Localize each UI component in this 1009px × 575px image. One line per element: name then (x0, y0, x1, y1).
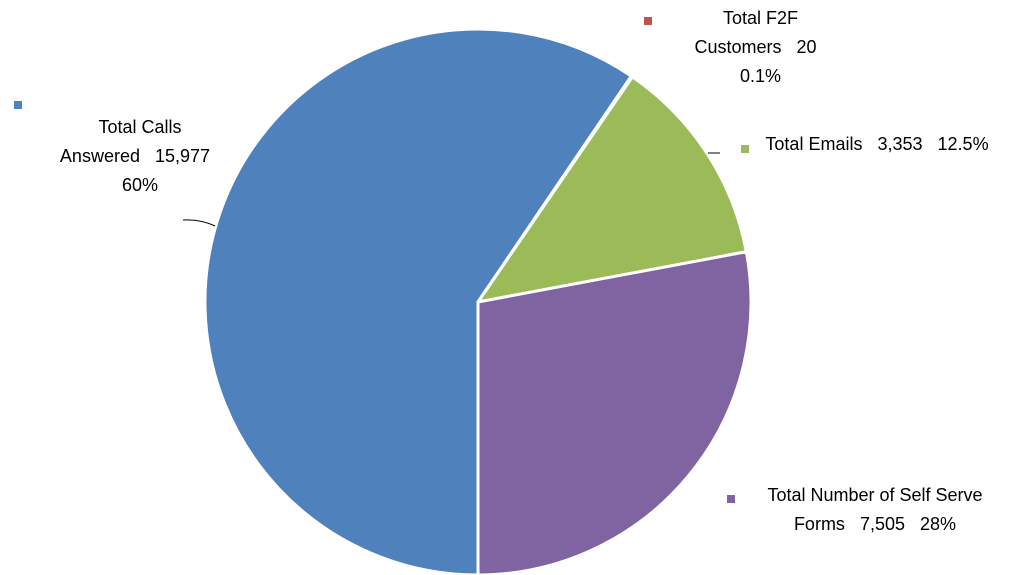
pie-slice (476, 250, 753, 575)
data-label: Total Calls Answered 15,977 60% (55, 113, 225, 200)
percent-label: 60% (121, 175, 159, 195)
category-label: Total Number of Self Serve Forms (767, 485, 983, 534)
value-label: 3,353 (877, 134, 923, 154)
leader-line (182, 219, 216, 227)
category-label: Total Emails (765, 134, 863, 154)
value-label: 7,505 (859, 514, 905, 534)
data-label: Total Emails 3,353 12.5% (752, 130, 1002, 159)
percent-label: 12.5% (937, 134, 989, 154)
percent-label: 28% (920, 514, 957, 534)
value-label: 15,977 (154, 146, 211, 166)
legend-key (14, 101, 22, 109)
percent-label: 0.1% (739, 66, 782, 86)
data-label: Total F2F Customers 20 0.1% (678, 4, 843, 91)
legend-key (741, 145, 749, 153)
legend-key (727, 495, 735, 503)
category-label: Total F2F Customers (694, 8, 799, 57)
pie-slice (203, 27, 633, 575)
value-label: 20 (796, 37, 817, 57)
pie-slice (476, 75, 748, 304)
pie (203, 27, 753, 575)
legend-key (644, 17, 652, 25)
data-label: Total Number of Self Serve Forms 7,505 2… (740, 481, 1009, 539)
category-label: Total Calls Answered (59, 117, 182, 166)
